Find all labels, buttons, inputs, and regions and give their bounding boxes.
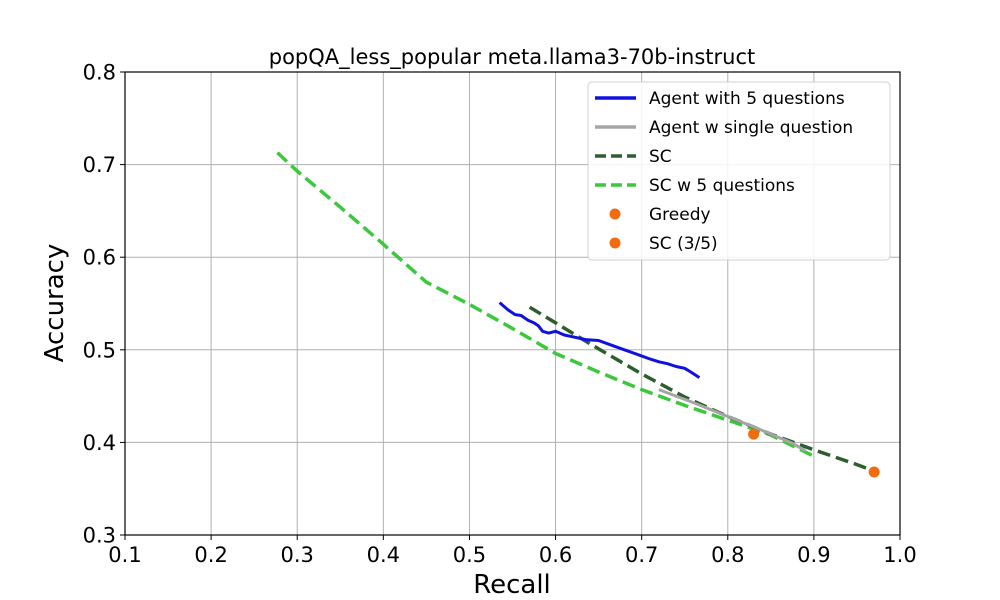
chart-title: popQA_less_popular meta.llama3-70b-instr… [269,45,756,70]
y-tick-label: 0.8 [83,61,116,85]
x-tick-label: 0.3 [281,543,314,567]
series-layer [276,151,880,478]
x-tick-label: 0.6 [539,543,572,567]
series-line-agent-w-single-question [658,388,807,453]
legend: Agent with 5 questions Agent w single que… [587,81,891,261]
x-tick-label: 0.5 [453,543,486,567]
ticks: 0.1 0.2 0.3 0.4 0.5 0.6 0.7 0.8 0.9 1.0 0.3 0.4 0.5 0… [83,61,917,568]
point-sc-3-5 [868,466,880,478]
legend-label: Greedy [649,205,711,225]
series-line-sc-w-5-questions [276,151,815,458]
legend-frame [587,81,891,261]
y-tick-label: 0.7 [83,153,116,177]
x-tick-label: 0.7 [625,543,658,567]
point-greedy [748,428,760,440]
legend-marker [609,208,621,220]
legend-label: SC (3/5) [649,234,718,254]
x-tick-label: 0.8 [711,543,744,567]
plot-frame [124,71,901,536]
legend-label: SC [649,147,672,167]
legend-label: Agent with 5 questions [649,89,845,109]
x-tick-label: 0.9 [797,543,830,567]
y-tick-label: 0.5 [83,338,116,362]
x-axis-label: Recall [473,570,551,600]
x-tick-label: 0.1 [108,543,141,567]
x-tick-label: 1.0 [883,543,916,567]
x-tick-label: 0.2 [194,543,227,567]
series-line-agent-with-5-questions [498,301,701,379]
legend-label: SC w 5 questions [649,176,795,196]
y-tick-label: 0.6 [83,246,116,270]
series-line-sc [528,305,875,473]
y-tick-label: 0.3 [83,524,116,548]
legend-label: Agent w single question [649,118,853,138]
y-tick-label: 0.4 [83,431,116,455]
legend-marker [609,237,621,249]
x-tick-label: 0.4 [367,543,400,567]
y-axis-label: Accuracy [40,244,70,363]
